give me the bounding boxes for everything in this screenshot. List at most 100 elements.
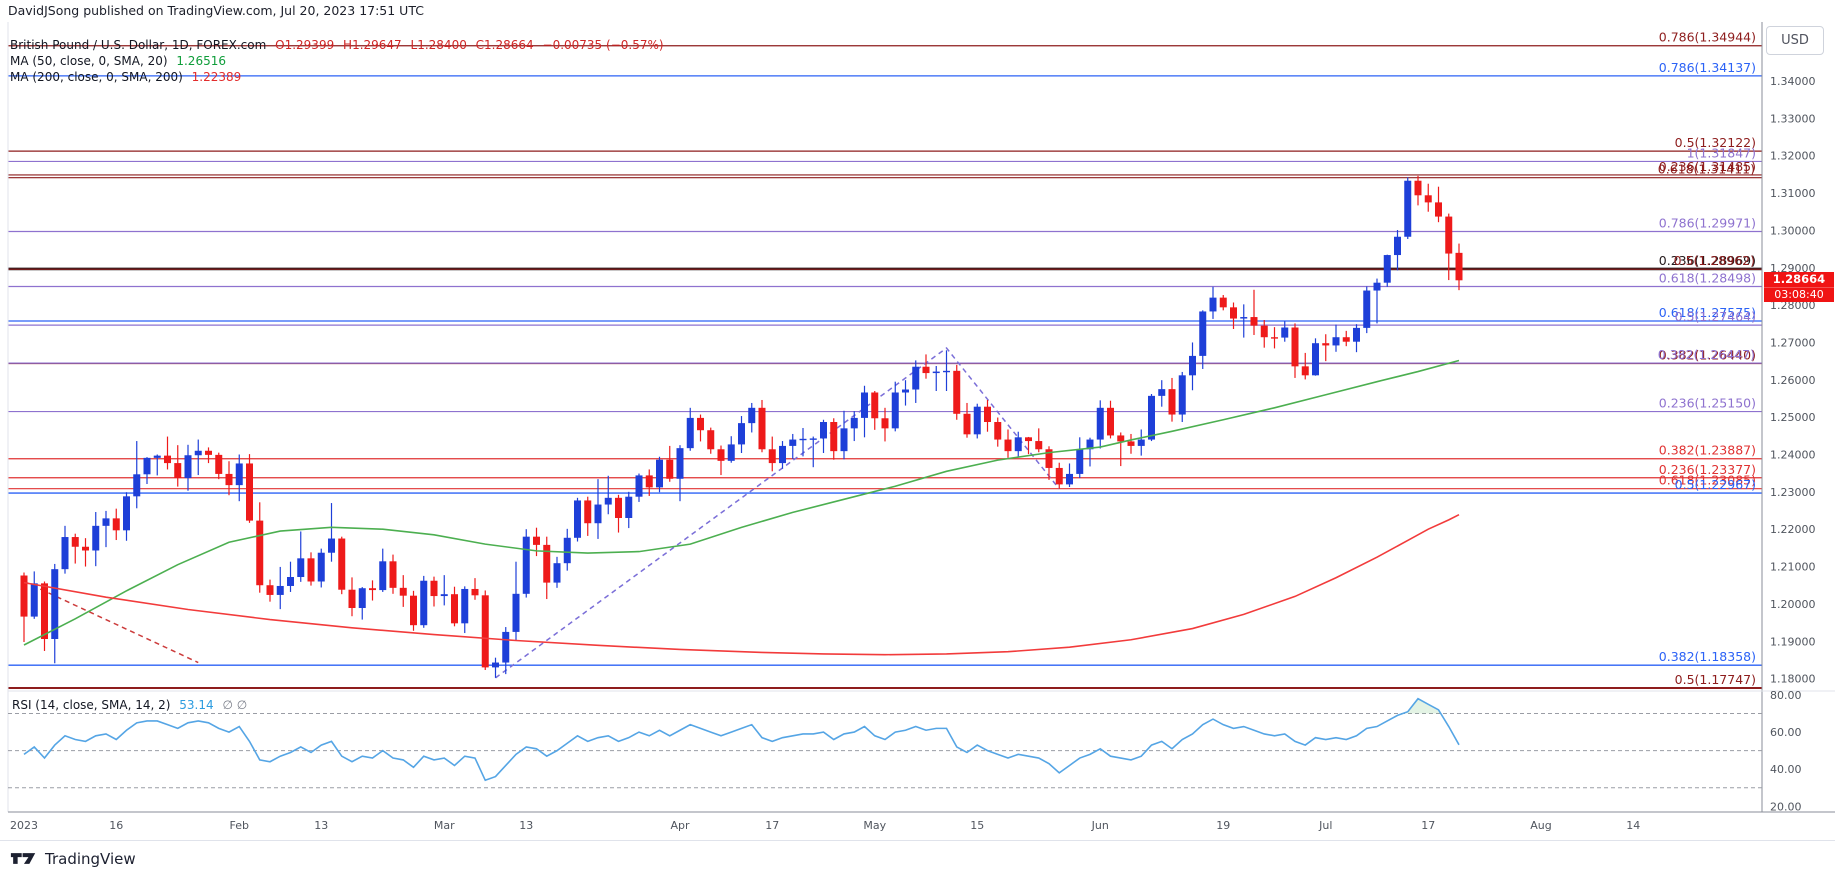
tradingview-brand-text[interactable]: TradingView xyxy=(45,849,136,868)
candle-body xyxy=(215,454,223,474)
time-axis-tick[interactable]: 19 xyxy=(1216,819,1230,832)
time-axis-tick[interactable]: 13 xyxy=(314,819,328,832)
candle-body xyxy=(1045,449,1053,468)
candle-body xyxy=(420,580,428,626)
price-axis-tick[interactable]: 1.20000 xyxy=(1770,598,1816,611)
candle-body xyxy=(369,588,376,591)
rsi-axis-tick[interactable]: 40.00 xyxy=(1770,763,1802,776)
candle-body xyxy=(973,406,981,435)
rsi-overbought-fill xyxy=(1402,698,1441,714)
falling-trendline-drawing[interactable] xyxy=(23,580,199,664)
time-axis-tick[interactable]: Jul xyxy=(1318,819,1332,832)
price-axis-tick[interactable]: 1.30000 xyxy=(1770,224,1816,237)
price-axis-tick[interactable]: 1.26000 xyxy=(1770,374,1816,387)
price-axis-tick[interactable]: 1.21000 xyxy=(1770,561,1816,574)
candle-body xyxy=(779,445,786,464)
candle-body xyxy=(225,473,233,486)
candle-body xyxy=(1250,317,1258,326)
last-price-badge[interactable]: 1.28664 03:08:40 xyxy=(1764,272,1834,302)
price-axis-tick[interactable]: 1.33000 xyxy=(1770,112,1816,125)
price-axis-tick[interactable]: 1.23000 xyxy=(1770,486,1816,499)
candle-body xyxy=(1035,441,1043,450)
price-axis-tick[interactable]: 1.24000 xyxy=(1770,449,1816,462)
candle-body xyxy=(891,392,899,429)
time-axis-tick[interactable]: Apr xyxy=(670,819,690,832)
price-axis-tick[interactable]: 1.31000 xyxy=(1770,187,1816,200)
candle-body xyxy=(164,455,171,464)
candle-body xyxy=(522,536,530,594)
time-axis-tick[interactable]: 15 xyxy=(970,819,984,832)
rsi-axis-tick[interactable]: 60.00 xyxy=(1770,726,1802,739)
time-axis-tick[interactable]: 13 xyxy=(519,819,533,832)
candle-body xyxy=(1383,255,1391,283)
candle-body xyxy=(953,370,961,414)
candle-body xyxy=(1363,290,1371,328)
time-axis-tick[interactable]: 16 xyxy=(109,819,123,832)
price-axis-tick[interactable]: 1.27000 xyxy=(1770,336,1816,349)
time-axis-tick[interactable]: 17 xyxy=(765,819,779,832)
candle-body xyxy=(738,423,745,445)
candle-body xyxy=(840,428,848,452)
candle-body xyxy=(707,430,715,450)
candle-body xyxy=(1260,325,1268,338)
candle-body xyxy=(1137,439,1145,446)
price-axis-tick[interactable]: 1.25000 xyxy=(1770,411,1816,424)
time-axis-tick[interactable]: 14 xyxy=(1626,819,1640,832)
tradingview-logo-icon[interactable] xyxy=(10,850,37,867)
legend-ma50-row[interactable]: MA (50, close, 0, SMA, 20) 1.26516 xyxy=(10,53,664,69)
fib-level-label: 0.786(1.29971) xyxy=(1659,215,1756,230)
candle-body xyxy=(379,561,387,591)
fib-level-label: 0.5(1.22967) xyxy=(1675,477,1756,492)
candle-body xyxy=(635,475,643,497)
candle-body xyxy=(51,569,59,640)
time-axis-tick[interactable]: Mar xyxy=(434,819,455,832)
candle-body xyxy=(30,583,38,617)
legend-symbol-row[interactable]: British Pound / U.S. Dollar, 1D, FOREX.c… xyxy=(10,37,664,53)
rsi-legend-row[interactable]: RSI (14, close, SMA, 14, 2) 53.14 ∅ ∅ xyxy=(12,698,247,712)
candle-body xyxy=(1414,180,1422,196)
candle-body xyxy=(1271,337,1278,339)
rsi-axis-tick[interactable]: 80.00 xyxy=(1770,689,1802,702)
candle-body xyxy=(820,422,827,439)
price-axis-tick[interactable]: 1.32000 xyxy=(1770,150,1816,163)
price-axis-tick[interactable]: 1.29000 xyxy=(1770,262,1816,275)
time-axis-tick[interactable]: May xyxy=(863,819,886,832)
price-axis-tick[interactable]: 1.22000 xyxy=(1770,523,1816,536)
candle-body xyxy=(1394,236,1401,256)
time-axis-tick[interactable]: Jun xyxy=(1091,819,1109,832)
price-axis-tick[interactable]: 1.28000 xyxy=(1770,299,1816,312)
change-value: −0.00735 (−0.57%) xyxy=(542,38,664,52)
candle-body xyxy=(1004,439,1012,452)
fib-level-label: 0.786(1.34137) xyxy=(1659,60,1756,75)
time-axis-tick[interactable]: 17 xyxy=(1421,819,1435,832)
legend-ma200-row[interactable]: MA (200, close, 0, SMA, 200) 1.22389 xyxy=(10,69,664,85)
currency-toggle-button[interactable]: USD xyxy=(1766,26,1824,55)
fib-level-label: 0.5(1.27464) xyxy=(1675,309,1756,324)
candle-body xyxy=(1373,282,1381,291)
candle-body xyxy=(1445,216,1453,254)
fib-level-label: 0.618(1.23085) xyxy=(1659,473,1756,488)
candle-body xyxy=(1301,366,1309,376)
candle-body xyxy=(656,459,663,488)
time-axis-tick[interactable]: 2023 xyxy=(10,819,38,832)
rsi-axis-tick[interactable]: 20.00 xyxy=(1770,800,1802,813)
footer-bar: TradingView xyxy=(0,840,1835,876)
candle-body xyxy=(625,496,633,518)
candle-body xyxy=(92,525,100,551)
fib-level-label: 0.786(1.34944) xyxy=(1659,30,1756,45)
fib-level-label: 0.236(1.23377) xyxy=(1659,462,1756,477)
fib-level-label: 0.5(1.28962) xyxy=(1674,253,1755,268)
candle-body xyxy=(338,538,346,590)
candle-body xyxy=(266,585,274,595)
time-axis-tick[interactable]: Feb xyxy=(230,819,249,832)
candle-body xyxy=(399,587,407,596)
price-axis-tick[interactable]: 1.34000 xyxy=(1770,75,1816,88)
price-axis-tick[interactable]: 1.18000 xyxy=(1770,673,1816,686)
candle-body xyxy=(1189,355,1196,376)
price-axis-tick[interactable]: 1.19000 xyxy=(1770,635,1816,648)
candle-body xyxy=(1107,407,1114,436)
candle-body xyxy=(1353,327,1360,342)
fib-level-label: 0.382(1.26447) xyxy=(1658,347,1755,362)
time-axis-tick[interactable]: Aug xyxy=(1530,819,1551,832)
